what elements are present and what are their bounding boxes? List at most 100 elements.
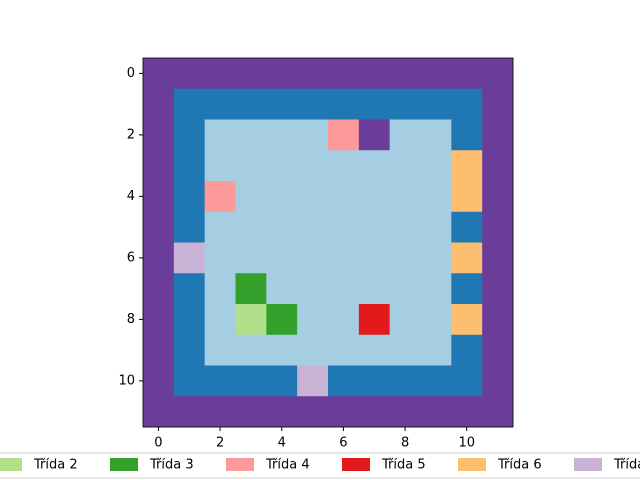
cell	[482, 273, 514, 305]
cell	[451, 334, 483, 366]
cell	[173, 119, 205, 151]
cell	[328, 150, 360, 182]
legend-swatch	[574, 458, 602, 471]
cell	[420, 334, 452, 366]
cell	[358, 273, 390, 305]
cell	[297, 150, 329, 182]
legend-label: Třída 5	[381, 458, 426, 473]
cell	[173, 396, 205, 428]
cell	[173, 304, 205, 336]
cell	[451, 211, 483, 243]
cell	[482, 119, 514, 151]
cell	[204, 181, 236, 213]
cell	[451, 242, 483, 274]
cell	[235, 396, 267, 428]
cell	[451, 88, 483, 120]
cell	[389, 150, 421, 182]
cell	[173, 273, 205, 305]
legend-label: Třída 7	[613, 458, 640, 473]
cell	[204, 211, 236, 243]
cell	[266, 181, 298, 213]
cell	[204, 88, 236, 120]
cell	[358, 211, 390, 243]
cell	[389, 304, 421, 336]
cell	[420, 304, 452, 336]
cell	[358, 334, 390, 366]
cell	[204, 334, 236, 366]
cell	[266, 88, 298, 120]
cell	[482, 365, 514, 397]
cell	[266, 150, 298, 182]
cell	[235, 211, 267, 243]
cell	[266, 242, 298, 274]
cell	[204, 242, 236, 274]
cell	[328, 334, 360, 366]
cell	[389, 365, 421, 397]
cell	[235, 242, 267, 274]
cell	[482, 211, 514, 243]
cell	[143, 88, 175, 120]
cell	[173, 58, 205, 90]
cell	[297, 88, 329, 120]
legend-label: Třída 2	[33, 458, 78, 473]
cell	[389, 396, 421, 428]
cell	[420, 365, 452, 397]
cell	[358, 150, 390, 182]
cell	[482, 181, 514, 213]
x-tick-label: 0	[154, 436, 162, 451]
cell	[389, 334, 421, 366]
cell	[297, 365, 329, 397]
cell	[297, 181, 329, 213]
cell	[204, 119, 236, 151]
cell	[143, 211, 175, 243]
cell	[358, 88, 390, 120]
cell	[482, 150, 514, 182]
cell	[328, 242, 360, 274]
cell	[235, 181, 267, 213]
cell	[328, 181, 360, 213]
cell	[266, 396, 298, 428]
cell	[204, 396, 236, 428]
cell	[143, 119, 175, 151]
cell	[451, 181, 483, 213]
cell	[143, 304, 175, 336]
cell	[451, 273, 483, 305]
cell	[420, 273, 452, 305]
cell	[297, 242, 329, 274]
cell	[420, 181, 452, 213]
cell	[235, 150, 267, 182]
y-tick-label: 10	[118, 373, 135, 388]
cell	[389, 181, 421, 213]
legend-label: Třída 3	[149, 458, 194, 473]
legend-swatch	[342, 458, 370, 471]
cell	[358, 396, 390, 428]
cell	[358, 119, 390, 151]
cell	[235, 58, 267, 90]
cell	[235, 88, 267, 120]
y-tick-label: 4	[127, 189, 135, 204]
cell	[389, 119, 421, 151]
cell	[420, 58, 452, 90]
cell	[482, 304, 514, 336]
cell	[420, 211, 452, 243]
cell	[266, 119, 298, 151]
cell	[173, 181, 205, 213]
cell	[358, 181, 390, 213]
cell	[266, 58, 298, 90]
cell	[266, 334, 298, 366]
cell	[266, 273, 298, 305]
legend-swatch	[110, 458, 138, 471]
cell	[328, 396, 360, 428]
cell	[173, 211, 205, 243]
cell	[451, 365, 483, 397]
cell	[204, 150, 236, 182]
y-tick-label: 8	[127, 312, 135, 327]
cell	[451, 304, 483, 336]
cell	[143, 396, 175, 428]
cell	[143, 150, 175, 182]
cell	[204, 273, 236, 305]
cell	[420, 150, 452, 182]
cell	[143, 181, 175, 213]
cell	[235, 334, 267, 366]
